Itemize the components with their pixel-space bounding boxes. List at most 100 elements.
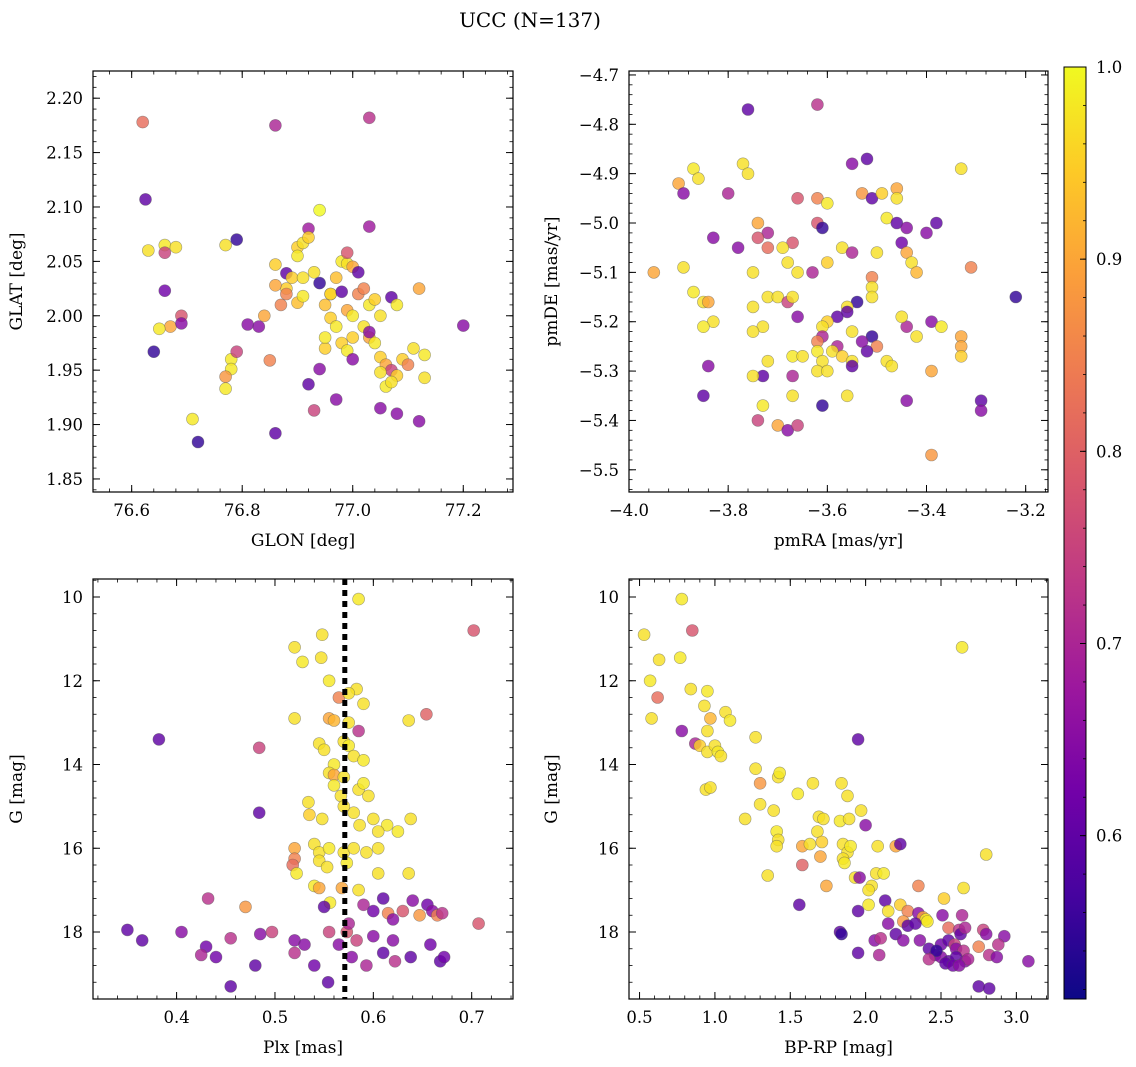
- scatter-point: [643, 674, 657, 688]
- scatter-point: [845, 325, 859, 338]
- scatter-point: [791, 266, 804, 279]
- scatter-point: [816, 399, 829, 412]
- x-tick-label: 76.8: [224, 501, 261, 520]
- scatter-point: [881, 904, 895, 918]
- scatter-point: [314, 651, 328, 665]
- scatter-point: [472, 917, 485, 930]
- scatter-point: [296, 289, 310, 303]
- scatter-point: [900, 320, 914, 334]
- y-tick-label: 18: [598, 923, 619, 942]
- scatter-point: [324, 287, 337, 301]
- scatter-point: [402, 714, 416, 727]
- scatter-point: [930, 216, 943, 230]
- scatter-point: [714, 749, 728, 763]
- scatter-point: [972, 940, 986, 954]
- scatter-point: [910, 330, 923, 343]
- scatter-point: [791, 787, 805, 801]
- scatter-point: [795, 858, 809, 872]
- scatter-point: [872, 948, 886, 962]
- scatter-points: [136, 111, 470, 449]
- scatter-point: [651, 691, 664, 704]
- scatter-point: [811, 344, 824, 358]
- scatter-point: [913, 934, 927, 947]
- scatter-point: [854, 804, 868, 817]
- scatter-point: [1009, 290, 1023, 304]
- scatter-point: [350, 934, 363, 947]
- scatter-point: [875, 187, 889, 200]
- scatter-point: [315, 812, 329, 826]
- axes-frame: [628, 578, 1049, 1000]
- y-tick-label: 1.95: [46, 361, 83, 380]
- x-tick-label: −3.2: [1006, 501, 1046, 520]
- scatter-point: [697, 389, 710, 403]
- y-tick-label: 16: [598, 839, 619, 858]
- x-tick-label: 2.0: [853, 1008, 879, 1027]
- scatter-point: [637, 628, 651, 642]
- scatter-point: [313, 203, 326, 217]
- colorbar-gradient: [1063, 66, 1087, 1000]
- scatter-point: [816, 221, 829, 235]
- scatter-point: [456, 319, 470, 332]
- scatter-point: [357, 753, 370, 767]
- scatter-point: [961, 952, 975, 966]
- y-tick-label: 16: [62, 839, 83, 858]
- y-tick-label: 2.15: [46, 144, 83, 163]
- scatter-point: [357, 898, 370, 912]
- scatter-point: [346, 352, 360, 366]
- scatter-point: [746, 300, 760, 314]
- scatter-point: [351, 265, 365, 279]
- scatter-point: [859, 818, 872, 832]
- scatter-point: [865, 290, 879, 304]
- scatter-point: [241, 318, 254, 331]
- scatter-point: [896, 934, 910, 947]
- scatter-point: [930, 944, 943, 958]
- scatter-point: [386, 934, 400, 947]
- scatter-point: [360, 959, 373, 972]
- scatter-point: [152, 733, 166, 746]
- scatter-point: [874, 931, 888, 945]
- scatter-point: [320, 860, 334, 874]
- scatter-point: [329, 393, 343, 406]
- scatter-point: [909, 917, 922, 930]
- scatter-point: [307, 959, 321, 972]
- scatter-point: [704, 781, 717, 794]
- scatter-point: [312, 881, 326, 895]
- scatter-point: [803, 837, 817, 851]
- scatter-point: [219, 238, 232, 252]
- scatter-point: [838, 856, 851, 870]
- scatter-point: [407, 342, 420, 355]
- scatter-point: [360, 846, 373, 859]
- scatter-point: [396, 904, 410, 918]
- scatter-point: [835, 927, 848, 941]
- scatter-point: [844, 839, 857, 853]
- scatter-point: [877, 867, 891, 880]
- scatter-point: [317, 900, 331, 914]
- scatter-point: [756, 399, 770, 412]
- scatter-point: [845, 246, 859, 259]
- scatter-point: [322, 841, 336, 855]
- scatter-point: [147, 345, 161, 359]
- scatter-point: [922, 952, 936, 966]
- scatter-point: [645, 712, 658, 725]
- scatter-point: [362, 325, 376, 339]
- scatter-point: [825, 344, 839, 358]
- scatter-point: [374, 401, 387, 415]
- scatter-point: [685, 624, 699, 637]
- scatter-point: [285, 271, 299, 285]
- scatter-point: [374, 309, 387, 323]
- panel-bprp-g: 0.5 1.0 1.5 2.0 2.5 3.0 10 12 14 16 18 BP-RP [mag] G…: [542, 578, 1049, 1058]
- scatter-point: [982, 982, 996, 995]
- scatter-point: [817, 812, 830, 826]
- scatter-point: [303, 808, 316, 822]
- scatter-point: [955, 640, 969, 654]
- scatter-point: [329, 271, 343, 285]
- scatter-point: [404, 812, 418, 826]
- scatter-point: [786, 389, 799, 403]
- scatter-point: [845, 157, 859, 171]
- y-tick-label: 12: [598, 672, 619, 691]
- scatter-point: [169, 240, 183, 254]
- scatter-point: [357, 282, 371, 295]
- scatter-point: [175, 317, 188, 330]
- scatter-point: [249, 959, 262, 972]
- scatter-point: [862, 883, 875, 897]
